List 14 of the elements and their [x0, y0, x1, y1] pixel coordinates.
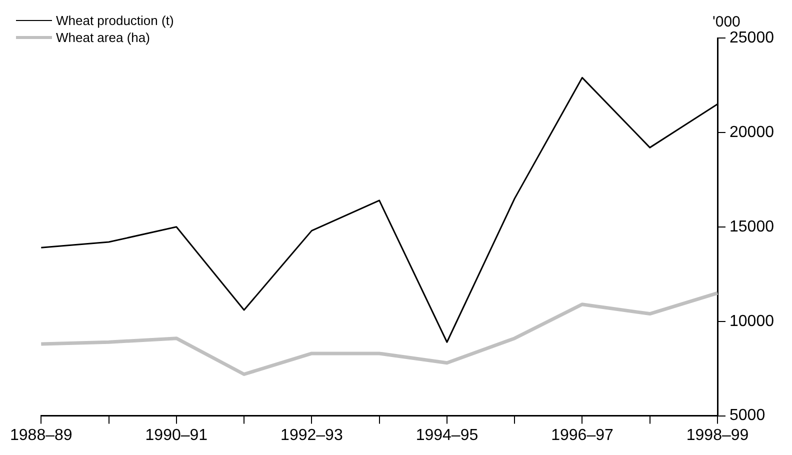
y-tick-label: 10000 — [730, 312, 774, 330]
x-tick-label: 1996–97 — [551, 426, 614, 444]
y-tick-label: 25000 — [730, 29, 774, 46]
x-tick-label: 1994–95 — [416, 426, 478, 444]
y-axis-title: '000 — [712, 14, 740, 31]
y-tick-label: 20000 — [730, 124, 774, 141]
x-tick-label: 1992–93 — [280, 426, 343, 444]
y-tick-label: 5000 — [730, 407, 766, 424]
legend-label: Wheat area (ha) — [56, 30, 150, 45]
legend-label: Wheat production (t) — [56, 13, 174, 28]
x-tick-label: 1998–99 — [686, 426, 749, 444]
x-tick-label: 1988–89 — [10, 426, 72, 444]
x-tick-label: 1990–91 — [145, 426, 208, 444]
y-tick-label: 15000 — [730, 218, 774, 236]
